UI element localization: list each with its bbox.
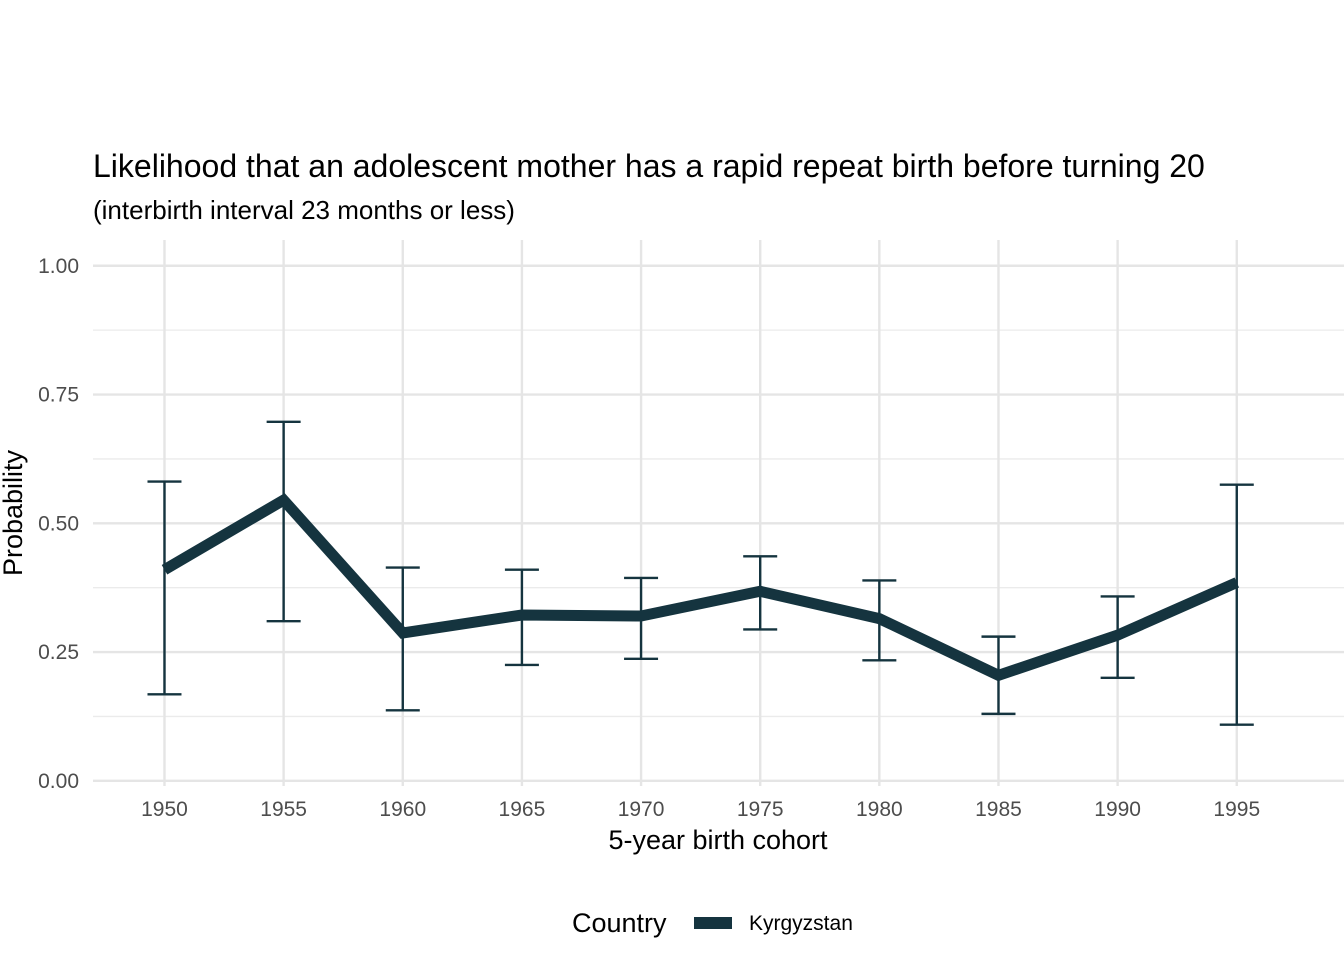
chart-title: Likelihood that an adolescent mother has… bbox=[93, 148, 1205, 184]
x-tick-labels: 1950 1955 1960 1965 1970 1975 1980 1985 1990 1995 bbox=[141, 798, 1260, 821]
x-tick-label: 1965 bbox=[499, 798, 546, 821]
y-tick-label: 0.50 bbox=[38, 512, 79, 535]
error-bar bbox=[1219, 483, 1254, 726]
x-tick-label: 1985 bbox=[975, 798, 1022, 821]
series-line-kyrgyzstan bbox=[161, 493, 1240, 682]
x-tick-label: 1990 bbox=[1094, 798, 1141, 821]
x-tick-label: 1960 bbox=[379, 798, 426, 821]
series-lines bbox=[161, 493, 1240, 682]
y-tick-label: 0.00 bbox=[38, 770, 79, 793]
y-tick-label: 1.00 bbox=[38, 255, 79, 278]
x-tick-label: 1970 bbox=[618, 798, 665, 821]
x-tick-label: 1980 bbox=[856, 798, 903, 821]
error-bar bbox=[147, 480, 182, 696]
error-bars bbox=[147, 420, 1254, 726]
y-tick-labels: 0.00 0.25 0.50 0.75 1.00 bbox=[38, 255, 79, 793]
y-tick-label: 0.25 bbox=[38, 641, 79, 664]
legend-key-kyrgyzstan bbox=[694, 917, 732, 929]
error-bar bbox=[385, 566, 420, 712]
chart-subtitle: (interbirth interval 23 months or less) bbox=[93, 195, 515, 225]
error-bar bbox=[266, 420, 301, 623]
legend: Country Kyrgyzstan bbox=[572, 908, 853, 938]
x-axis-title: 5-year birth cohort bbox=[608, 825, 828, 855]
y-axis-title: Probability bbox=[0, 449, 28, 576]
x-tick-label: 1995 bbox=[1213, 798, 1260, 821]
legend-title: Country bbox=[572, 908, 667, 938]
x-tick-label: 1975 bbox=[737, 798, 784, 821]
legend-label-kyrgyzstan: Kyrgyzstan bbox=[749, 912, 853, 935]
gridlines bbox=[93, 240, 1344, 786]
x-tick-label: 1950 bbox=[141, 798, 188, 821]
y-tick-label: 0.75 bbox=[38, 384, 79, 407]
x-tick-label: 1955 bbox=[260, 798, 307, 821]
